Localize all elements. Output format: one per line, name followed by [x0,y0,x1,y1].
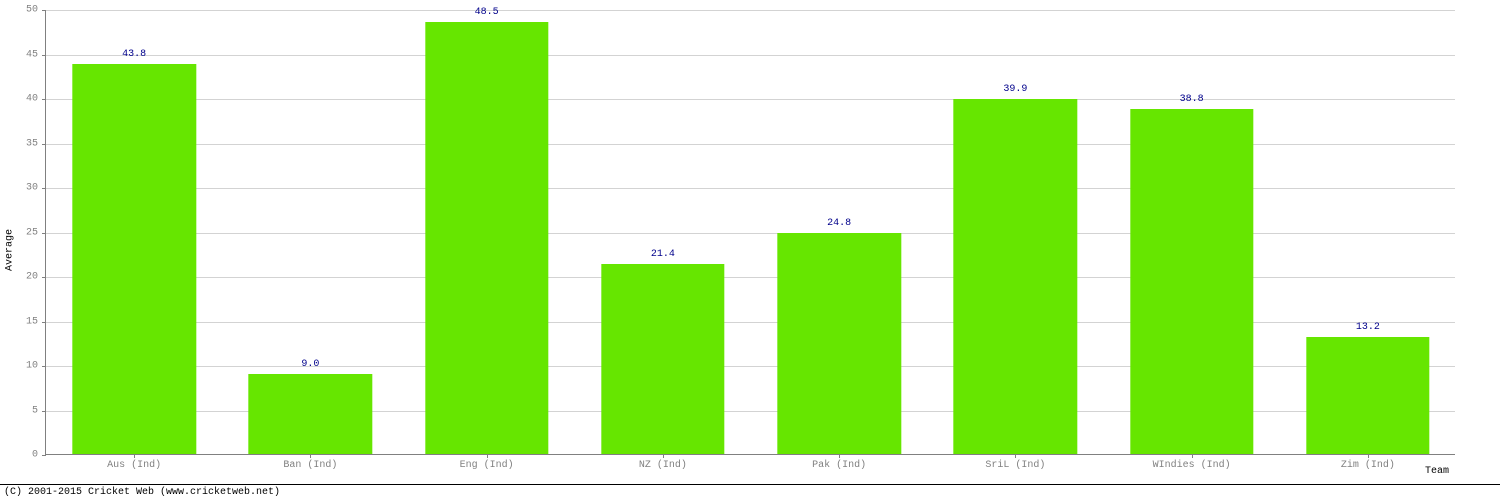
bar [1130,109,1253,454]
y-tick-label: 20 [26,272,46,283]
x-tick-label: Zim (Ind) [1341,454,1395,471]
bar-slot: 9.0Ban (Ind) [222,10,398,454]
bar-value-label: 39.9 [1003,84,1027,95]
bar [1306,337,1429,454]
plot-area: 0510152025303540455043.8Aus (Ind)9.0Ban … [45,10,1455,455]
x-tick-label: Eng (Ind) [460,454,514,471]
bar-slot: 24.8Pak (Ind) [751,10,927,454]
y-tick-label: 0 [32,450,46,461]
x-axis-title: Team [1425,466,1449,477]
y-tick-label: 25 [26,227,46,238]
bar [777,233,900,454]
bar-slot: 39.9SriL (Ind) [927,10,1103,454]
bar-slot: 43.8Aus (Ind) [46,10,222,454]
bar [954,99,1077,454]
y-tick-label: 10 [26,361,46,372]
x-tick-label: NZ (Ind) [639,454,687,471]
bar [72,64,195,454]
bar [601,264,724,454]
bar-slot: 48.5Eng (Ind) [399,10,575,454]
bar-value-label: 9.0 [301,359,319,370]
y-tick-label: 45 [26,49,46,60]
y-tick-label: 15 [26,316,46,327]
bar [249,374,372,454]
y-tick-label: 35 [26,138,46,149]
bar [425,22,548,454]
y-tick-label: 5 [32,405,46,416]
y-tick-label: 50 [26,5,46,16]
footer-copyright: (C) 2001-2015 Cricket Web (www.cricketwe… [0,484,1500,500]
x-tick-label: SriL (Ind) [985,454,1045,471]
bar-slot: 38.8WIndies (Ind) [1104,10,1280,454]
x-tick-label: Pak (Ind) [812,454,866,471]
chart-container: Average 0510152025303540455043.8Aus (Ind… [0,0,1500,500]
bar-value-label: 21.4 [651,249,675,260]
bar-value-label: 24.8 [827,218,851,229]
bar-value-label: 43.8 [122,49,146,60]
x-tick-label: Aus (Ind) [107,454,161,471]
bar-slot: 13.2Zim (Ind) [1280,10,1456,454]
bar-value-label: 13.2 [1356,322,1380,333]
x-tick-label: WIndies (Ind) [1153,454,1231,471]
bar-value-label: 48.5 [475,7,499,18]
x-tick-label: Ban (Ind) [283,454,337,471]
y-tick-label: 40 [26,94,46,105]
y-tick-label: 30 [26,183,46,194]
y-axis-title: Average [5,229,16,271]
bar-slot: 21.4NZ (Ind) [575,10,751,454]
bar-value-label: 38.8 [1180,94,1204,105]
